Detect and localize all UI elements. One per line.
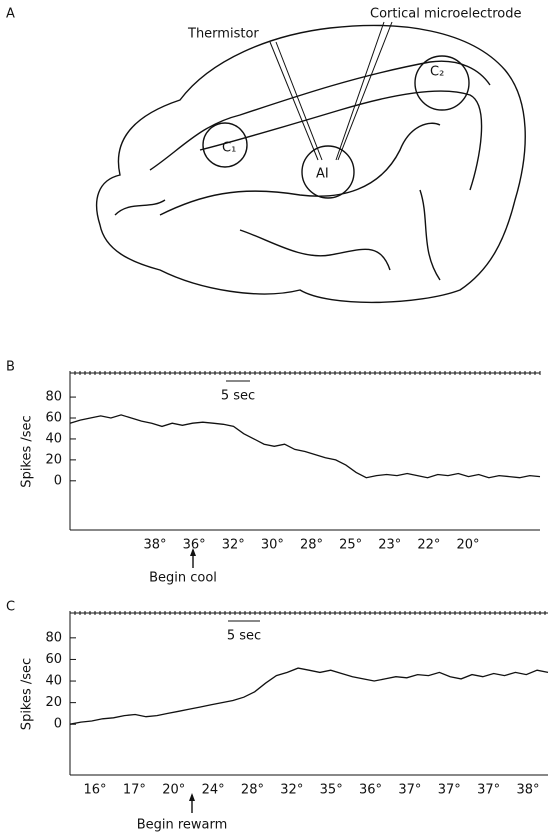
panel-label: B: [6, 360, 15, 375]
arrow-head: [189, 793, 195, 801]
electrode-label: Cortical microelectrode: [370, 7, 522, 22]
electrode-wire: [337, 21, 393, 161]
temperature-label: 16°: [83, 783, 106, 798]
y-tick-label: 20: [45, 695, 62, 710]
temperature-label: 35°: [320, 783, 343, 798]
y-tick-label: 60: [45, 411, 62, 426]
y-tick-label: 40: [45, 431, 62, 446]
scale-bar-label: 5 sec: [221, 389, 255, 404]
y-tick-label: 20: [45, 452, 62, 467]
temperature-label: 36°: [359, 783, 382, 798]
region-label: C₂: [430, 65, 444, 80]
brain-outline: [96, 24, 526, 304]
y-tick-label: 0: [54, 717, 62, 732]
brain-diagram: A Thermistor Cortical microelectrode C₁ …: [6, 7, 526, 304]
region-circle: [414, 55, 470, 111]
temperature-label: 28°: [300, 538, 323, 553]
y-tick-label: 80: [45, 630, 62, 645]
annotation: Begin cool: [149, 571, 217, 586]
y-axis-label: Spikes /sec: [20, 415, 35, 487]
sulcus: [114, 199, 166, 216]
temperature-label: 17°: [123, 783, 146, 798]
sulcus: [149, 60, 491, 171]
temperature-label: 37°: [477, 783, 500, 798]
temperature-label: 32°: [222, 538, 245, 553]
y-tick-label: 0: [54, 473, 62, 488]
temperature-label: 22°: [417, 538, 440, 553]
temperature-label: 20°: [162, 783, 185, 798]
sulcus: [239, 229, 391, 271]
panel-label: A: [6, 7, 15, 22]
electrode-wire: [335, 21, 385, 161]
temperature-label: 37°: [398, 783, 421, 798]
thermistor-wire: [269, 41, 319, 161]
sulcus: [199, 90, 483, 191]
thermistor-wire: [275, 41, 323, 161]
temperature-label: 37°: [438, 783, 461, 798]
temperature-label: 24°: [202, 783, 225, 798]
temperature-label: 20°: [456, 538, 479, 553]
annotation: Begin rewarm: [137, 818, 228, 833]
thermistor-label: Thermistor: [187, 27, 259, 42]
y-tick-label: 60: [45, 652, 62, 667]
y-tick-label: 40: [45, 674, 62, 689]
scale-bar-label: 5 sec: [227, 629, 261, 644]
sulcus: [419, 189, 441, 281]
temperature-label: 38°: [516, 783, 539, 798]
temperature-label: 32°: [280, 783, 303, 798]
temperature-label: 38°: [143, 538, 166, 553]
panel-label: C: [6, 600, 15, 615]
y-tick-label: 80: [45, 390, 62, 405]
trace: [69, 667, 549, 725]
region-label: AI: [316, 167, 329, 182]
y-axis-label: Spikes /sec: [20, 658, 35, 730]
temperature-label: 23°: [378, 538, 401, 553]
temperature-label: 28°: [241, 783, 264, 798]
region-label: C₁: [222, 141, 236, 156]
sulcus: [159, 122, 441, 216]
region-circle: [202, 122, 248, 168]
region-circle: [301, 145, 355, 199]
trace: [69, 414, 541, 479]
temperature-label: 30°: [261, 538, 284, 553]
temperature-label: 36°: [183, 538, 206, 553]
temperature-label: 25°: [339, 538, 362, 553]
arrow-head: [190, 548, 196, 556]
